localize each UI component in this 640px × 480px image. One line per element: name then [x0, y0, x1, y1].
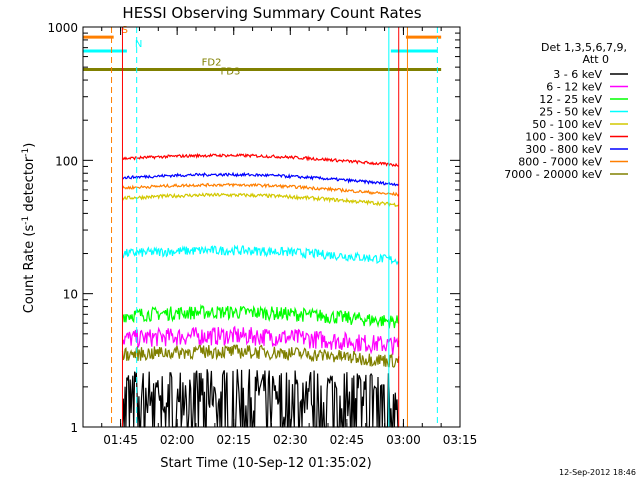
x-tick-label-6: 03:15 [443, 433, 478, 447]
series-traces [121, 152, 400, 428]
x-tick-label-2: 02:15 [216, 433, 251, 447]
y-axis-label: Count Rate (s-1 detector-1) [21, 143, 37, 314]
y-axis-label-mid: detector [22, 156, 37, 216]
y-axis-ticks: 1 10 100 1000 [47, 21, 460, 435]
x-axis-ticks: 01:45 02:00 02:15 02:30 02:45 03:00 03:15 [101, 27, 478, 447]
y-tick-label-2: 100 [55, 154, 78, 168]
legend-header-line-2: Att 0 [583, 53, 609, 66]
y-axis-label-end: ) [22, 143, 37, 148]
series-line-3 [122, 244, 400, 266]
series-line-6 [122, 171, 400, 187]
legend-label-0: 3 - 6 keV [553, 68, 602, 81]
legend-label-8: 7000 - 20000 keV [504, 168, 602, 181]
x-tick-label-4: 02:45 [330, 433, 365, 447]
legend-label-5: 100 - 300 keV [525, 131, 602, 144]
x-tick-label-1: 02:00 [160, 433, 195, 447]
series-line-5 [122, 152, 399, 167]
legend-label-4: 50 - 100 keV [532, 118, 602, 131]
flag-label-fd2: FD2 [202, 58, 222, 69]
legend-label-3: 25 - 50 keV [539, 106, 602, 119]
x-tick-label-0: 01:45 [103, 433, 138, 447]
footer-timestamp: 12-Sep-2012 18:46 [559, 468, 636, 477]
legend-label-7: 800 - 7000 keV [518, 156, 602, 169]
series-line-7 [121, 182, 400, 197]
series-line-2 [121, 303, 400, 329]
legend-label-6: 300 - 800 keV [525, 143, 602, 156]
y-axis-label-sup2: -1 [21, 148, 31, 157]
flag-label-s: S [122, 25, 128, 36]
y-tick-label-0: 1 [70, 421, 78, 435]
y-tick-label-3: 1000 [47, 21, 78, 35]
flag-label-n: N [135, 39, 142, 50]
x-axis-label: Start Time (10-Sep-12 01:35:02) [160, 456, 371, 471]
chart-title: HESSI Observing Summary Count Rates [122, 4, 421, 22]
x-tick-label-5: 03:00 [386, 433, 421, 447]
legend-label-2: 12 - 25 keV [539, 93, 602, 106]
y-axis-label-base: Count Rate (s [22, 225, 37, 314]
y-tick-label-1: 10 [63, 288, 78, 302]
legend-header-line-1: Det 1,3,5,6,7,9, [541, 41, 627, 54]
x-tick-label-3: 02:30 [273, 433, 308, 447]
flag-label-fd3: FD3 [221, 67, 241, 78]
y-axis-label-sup1: -1 [21, 216, 31, 225]
series-line-8 [121, 344, 400, 368]
legend-label-1: 6 - 12 keV [546, 81, 602, 94]
plot-frame [82, 26, 461, 428]
series-line-4 [121, 192, 399, 208]
series-line-0 [121, 369, 399, 428]
series-line-1 [121, 325, 400, 355]
event-lines [111, 27, 438, 427]
